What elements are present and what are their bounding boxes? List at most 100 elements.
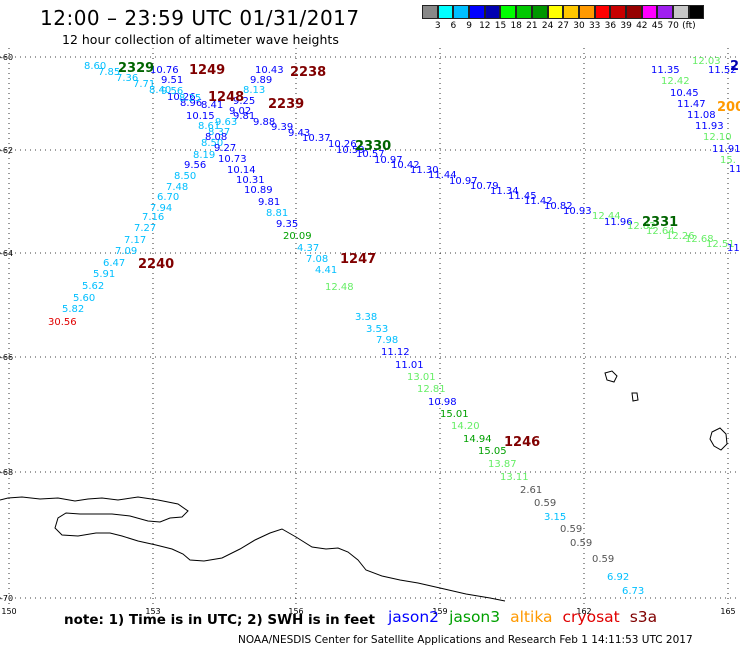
legend-label: 9 xyxy=(466,21,472,31)
island-2 xyxy=(631,392,639,402)
swh-value: 10.73 xyxy=(218,154,247,165)
lat-label: -70 xyxy=(0,594,13,603)
track-id: 200 xyxy=(717,100,740,115)
legend-label: 39 xyxy=(620,21,632,31)
swh-value: 12.26 xyxy=(666,231,695,242)
legend-label: 27 xyxy=(557,21,570,31)
track-id: 1246 xyxy=(504,435,540,450)
swh-value: 8.13 xyxy=(243,85,265,96)
swh-value: 10.45 xyxy=(670,88,699,99)
antarctic-coastline xyxy=(0,496,506,602)
swh-value: 14.94 xyxy=(463,434,492,445)
units-note: note: 1) Time is in UTC; 2) SWH is in fe… xyxy=(64,612,375,628)
swh-value: 6.92 xyxy=(607,572,629,583)
swh-value: 5.62 xyxy=(82,281,104,292)
swh-value: 11 xyxy=(729,164,740,175)
island-3 xyxy=(709,427,728,451)
swh-value: 5.60 xyxy=(73,293,95,304)
lat-label: -68 xyxy=(0,468,13,477)
swh-value: 7.27 xyxy=(134,223,156,234)
swh-value: 7.71 xyxy=(133,79,155,90)
swh-value: 12.03 xyxy=(692,56,721,67)
legend-swatch xyxy=(673,5,689,19)
swh-value: 7.09 xyxy=(115,246,137,257)
swh-value: 8.19 xyxy=(193,150,215,161)
axis-labels: -60 -62 -64 -66 -68 -70 150 153 156 159 162 165 xyxy=(0,53,736,616)
legend-swatch xyxy=(641,5,658,19)
track-labels: 2329 1249 2238 1248 2239 2330 2331 2240 1247 1246… xyxy=(118,59,740,450)
swh-value: 6.70 xyxy=(157,192,179,203)
swh-value: 9.35 xyxy=(276,219,298,230)
lat-lon-grid xyxy=(0,48,740,606)
swh-value: 5.91 xyxy=(93,269,115,280)
swh-value: 10.14 xyxy=(227,165,256,176)
legend-label: 6 xyxy=(450,21,457,31)
lon-label: 150 xyxy=(1,607,16,616)
legend-label: 33 xyxy=(588,21,601,31)
swh-value: 4.41 xyxy=(315,265,337,276)
swh-value: 9.81 xyxy=(258,197,280,208)
swh-value: 10.31 xyxy=(236,175,265,186)
legend-swatch xyxy=(516,5,532,19)
swh-value: 11.12 xyxy=(381,347,410,358)
swh-value: 11.34 xyxy=(490,186,519,197)
swh-value: 0.59 xyxy=(570,538,592,549)
swh-value: 11.96 xyxy=(604,217,633,228)
swh-value: 9.81 xyxy=(233,111,255,122)
legend-swatch xyxy=(688,5,705,19)
swh-value: 11.01 xyxy=(395,360,424,371)
swh-value: 7.08 xyxy=(306,254,328,265)
swh-value: 11.42 xyxy=(524,196,553,207)
legend-label: 18 xyxy=(510,21,522,31)
legend-swatch xyxy=(547,5,564,19)
lon-label: 159 xyxy=(432,607,447,616)
legend-swatch xyxy=(422,5,438,19)
satellite-jason2: jason2 xyxy=(388,608,440,626)
swh-value: 9.39 xyxy=(271,122,293,133)
swh-value: 10.15 xyxy=(186,111,215,122)
legend-label: 21 xyxy=(526,21,538,31)
swh-value: 5.82 xyxy=(62,304,84,315)
swh-value: 7.17 xyxy=(124,235,146,246)
swh-value: 10.82 xyxy=(544,201,573,212)
swh-value: 11.47 xyxy=(677,99,706,110)
track-id: 2330 xyxy=(355,139,391,154)
legend-swatch xyxy=(531,5,548,19)
map-subtitle: 12 hour collection of altimeter wave hei… xyxy=(62,32,339,47)
swh-value: 10.43 xyxy=(255,65,284,76)
track-id: 2238 xyxy=(290,65,326,80)
swh-value: 11.35 xyxy=(651,65,680,76)
swh-value: 13.87 xyxy=(488,459,517,470)
swh-value: 14.20 xyxy=(451,421,480,432)
swh-value: 15. xyxy=(720,155,736,166)
swh-value: 9.43 xyxy=(288,128,310,139)
swh-value: 11.52 xyxy=(708,65,737,76)
swh-value: 10.76 xyxy=(150,65,179,76)
lat-label: -62 xyxy=(0,146,13,155)
swh-value: 9.02 xyxy=(229,106,251,117)
swh-value: 8.50 xyxy=(174,171,196,182)
credit-line: NOAA/NESDIS Center for Satellite Applica… xyxy=(238,634,693,646)
swh-value: 10.37 xyxy=(302,133,331,144)
coastline xyxy=(0,370,728,602)
track-id: 2240 xyxy=(138,257,174,272)
track-id: 1249 xyxy=(189,63,225,78)
swh-value: 7.16 xyxy=(142,212,164,223)
swh-value: 11.91 xyxy=(712,144,740,155)
swh-value: 10.42 xyxy=(391,160,420,171)
legend-color-bar xyxy=(422,5,705,19)
track-id: 2239 xyxy=(268,97,304,112)
satellite-s3a: s3a xyxy=(629,608,658,626)
swh-value: 12.44 xyxy=(592,211,621,222)
swh-value: 2.61 xyxy=(520,485,542,496)
swh-value: 10.93 xyxy=(563,206,592,217)
swh-value: 30.56 xyxy=(48,317,77,328)
swh-value: 6.47 xyxy=(103,258,125,269)
legend-label: 42 xyxy=(636,21,648,31)
swh-value: 3.15 xyxy=(544,512,566,523)
swh-value: 9.51 xyxy=(161,75,183,86)
swh-value: 8.50 xyxy=(201,138,223,149)
swh-value: 7.98 xyxy=(376,335,398,346)
lon-label: 153 xyxy=(145,607,160,616)
swh-value: 12.81 xyxy=(417,384,446,395)
